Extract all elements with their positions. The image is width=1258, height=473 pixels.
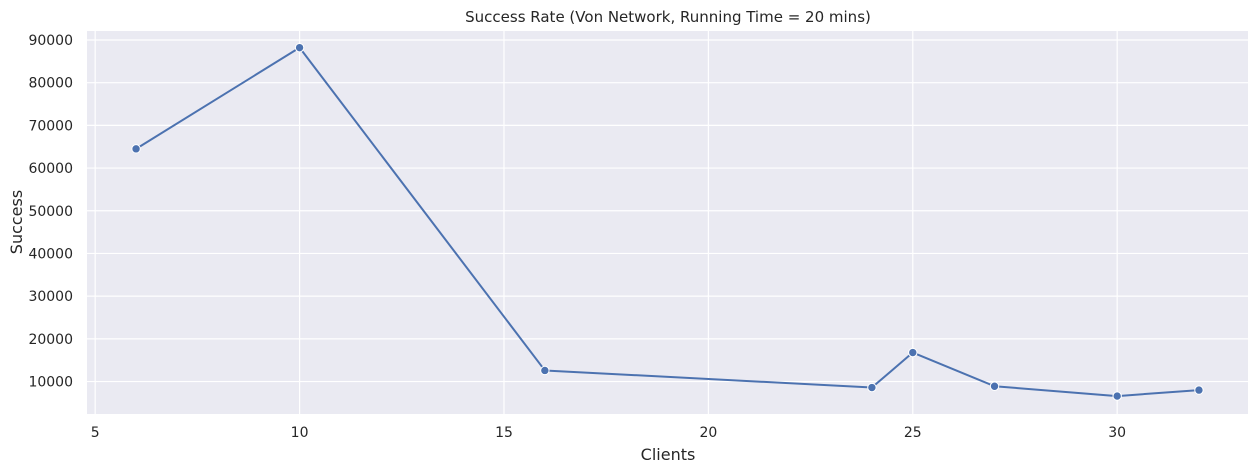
x-axis-ticks: 5 10 15 20 25 30 — [91, 425, 1126, 441]
data-point — [989, 381, 1000, 391]
x-axis-label: Clients — [641, 445, 696, 464]
chart-title: Success Rate (Von Network, Running Time … — [465, 8, 871, 26]
data-point — [294, 42, 305, 53]
data-point — [540, 365, 550, 376]
x-tick-label: 15 — [495, 425, 513, 441]
x-tick-label: 10 — [291, 425, 309, 441]
y-tick-label: 10000 — [28, 375, 73, 391]
y-tick-label: 70000 — [28, 118, 73, 134]
x-tick-label: 20 — [699, 425, 717, 441]
y-tick-label: 20000 — [28, 332, 73, 348]
x-tick-label: 25 — [904, 425, 922, 441]
data-point — [1112, 391, 1122, 401]
y-tick-label: 30000 — [28, 289, 73, 305]
data-point — [131, 144, 141, 154]
data-point — [867, 382, 877, 393]
y-tick-label: 80000 — [28, 76, 73, 92]
y-tick-label: 50000 — [28, 204, 73, 220]
y-axis-ticks: 10000 20000 30000 40000 50000 60000 70000 80000… — [28, 33, 73, 391]
y-tick-label: 40000 — [28, 246, 73, 262]
series-line — [135, 46, 1200, 398]
data-point — [1194, 385, 1204, 395]
y-tick-label: 90000 — [28, 33, 73, 49]
x-tick-label: 5 — [91, 425, 100, 441]
y-axis-label: Success — [7, 190, 26, 254]
plot-area — [87, 31, 1248, 414]
data-point — [908, 347, 918, 358]
series-group — [131, 42, 1204, 401]
y-tick-label: 60000 — [28, 161, 73, 177]
x-tick-label: 30 — [1108, 425, 1126, 441]
